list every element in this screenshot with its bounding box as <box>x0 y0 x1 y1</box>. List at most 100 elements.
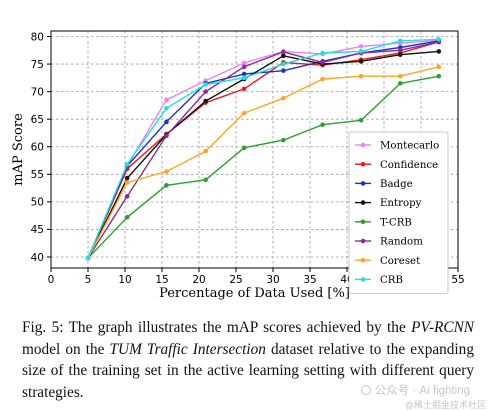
data-point-crb <box>397 38 403 44</box>
data-point-t-crb <box>203 177 208 183</box>
data-point-t-crb <box>281 137 286 143</box>
data-point-random <box>241 64 247 70</box>
legend-label-montecarlo: Montecarlo <box>380 141 439 152</box>
legend-marker-crb <box>360 277 366 282</box>
x-tick-label: 20 <box>192 274 205 286</box>
data-point-coreset <box>203 148 208 154</box>
y-tick-label: 60 <box>31 142 44 154</box>
x-tick-label: 25 <box>229 274 242 286</box>
x-tick-label: 30 <box>266 274 279 286</box>
x-tick-label: 55 <box>451 274 464 286</box>
legend-box <box>348 131 449 295</box>
x-tick-label: 35 <box>303 274 316 286</box>
data-point-badge <box>164 119 169 125</box>
y-tick-label: 40 <box>31 252 44 264</box>
x-tick-label: 0 <box>48 274 55 286</box>
data-point-confidence <box>241 86 247 92</box>
watermark-text: 公众号 · Ai fighting <box>374 385 470 397</box>
legend-label-coreset: Coreset <box>380 256 421 267</box>
data-point-t-crb <box>124 214 130 220</box>
plot-frame <box>50 30 459 269</box>
data-point-random <box>124 194 130 199</box>
data-point-t-crb <box>397 81 403 86</box>
data-point-entropy <box>281 53 286 59</box>
data-point-montecarlo <box>241 60 247 66</box>
data-point-t-crb <box>164 183 169 188</box>
y-tick-label: 55 <box>31 169 44 181</box>
caption-model: PV-RCNN <box>411 319 474 336</box>
data-point-coreset <box>124 180 130 185</box>
caption-prefix: Fig. 5: The graph illustrates the mAP sc… <box>22 319 412 336</box>
data-point-coreset <box>397 73 403 79</box>
y-tick-label: 50 <box>31 197 44 209</box>
data-point-badge <box>281 68 286 73</box>
data-point-entropy <box>124 175 130 181</box>
data-point-random <box>203 89 208 94</box>
caption-suffix: dataset relative to the expanding size o… <box>22 340 474 401</box>
data-point-random <box>281 49 286 55</box>
data-point-crb <box>203 82 208 87</box>
data-point-random <box>320 60 325 65</box>
data-point-t-crb <box>241 145 247 151</box>
x-tick-label: 15 <box>155 274 168 286</box>
series-line-coreset <box>87 66 439 259</box>
data-point-crb <box>436 36 442 42</box>
legend-marker-t-crb <box>360 219 366 225</box>
data-point-crb <box>241 75 247 81</box>
y-tick-label: 70 <box>31 86 44 98</box>
data-point-crb <box>358 49 364 54</box>
y-axis-label: mAP Score <box>11 113 26 186</box>
watermark-icon <box>360 385 371 395</box>
legend-marker-entropy <box>360 200 366 205</box>
figure-caption: Fig. 5: The graph illustrates the mAP sc… <box>22 317 474 403</box>
series-line-random <box>87 41 439 259</box>
data-point-t-crb <box>358 117 364 123</box>
data-point-coreset <box>164 169 169 174</box>
legend-label-badge: Badge <box>380 179 413 190</box>
data-point-badge <box>241 71 247 77</box>
legend-marker-random <box>360 238 366 244</box>
legend-label-entropy: Entropy <box>380 198 422 209</box>
data-point-t-crb <box>320 122 325 127</box>
legend: Montecarlo Confidence Badge Entropy T-CRB Ran… <box>348 131 449 295</box>
series-line-badge <box>87 40 439 259</box>
data-point-coreset <box>241 110 247 116</box>
y-tick-label: 65 <box>31 114 44 126</box>
series-crb <box>85 36 442 261</box>
legend-label-random: Random <box>380 237 423 248</box>
y-tick-label: 75 <box>31 59 44 71</box>
watermark: 公众号 · Ai fighting <box>360 382 470 398</box>
series-layer <box>85 36 442 261</box>
x-axis-label: Percentage of Data Used [%] <box>159 286 350 301</box>
data-point-crb <box>124 162 130 167</box>
series-t-crb <box>85 73 442 261</box>
series-line-montecarlo <box>87 39 439 259</box>
x-tick-label: 10 <box>118 274 131 286</box>
series-coreset <box>85 64 442 261</box>
data-point-t-crb <box>436 73 442 79</box>
x-tick-label: 5 <box>85 274 92 286</box>
data-point-coreset <box>281 95 286 101</box>
data-point-crb <box>281 61 286 67</box>
data-point-crb <box>85 255 91 261</box>
data-point-montecarlo <box>358 44 364 49</box>
data-point-coreset <box>320 76 325 82</box>
data-point-montecarlo <box>164 97 169 103</box>
watermark-secondary: @稀土掘金技术社区 <box>404 400 486 410</box>
data-point-coreset <box>436 64 442 70</box>
legend-marker-coreset <box>360 257 366 263</box>
data-point-random <box>164 133 169 139</box>
y-tick-label: 45 <box>31 224 44 236</box>
legend-label-confidence: Confidence <box>380 160 438 171</box>
series-line-entropy <box>87 50 439 259</box>
data-point-crb <box>320 50 325 56</box>
legend-marker-confidence <box>360 161 366 167</box>
series-line-t-crb <box>87 75 439 259</box>
caption-dataset: TUM Traffic Intersection <box>109 340 266 358</box>
data-point-entropy <box>203 98 208 104</box>
data-point-coreset <box>358 73 364 79</box>
y-tick-label: 80 <box>31 31 44 43</box>
series-line-crb <box>87 38 439 259</box>
data-point-entropy <box>436 49 442 54</box>
data-point-entropy <box>358 59 364 64</box>
